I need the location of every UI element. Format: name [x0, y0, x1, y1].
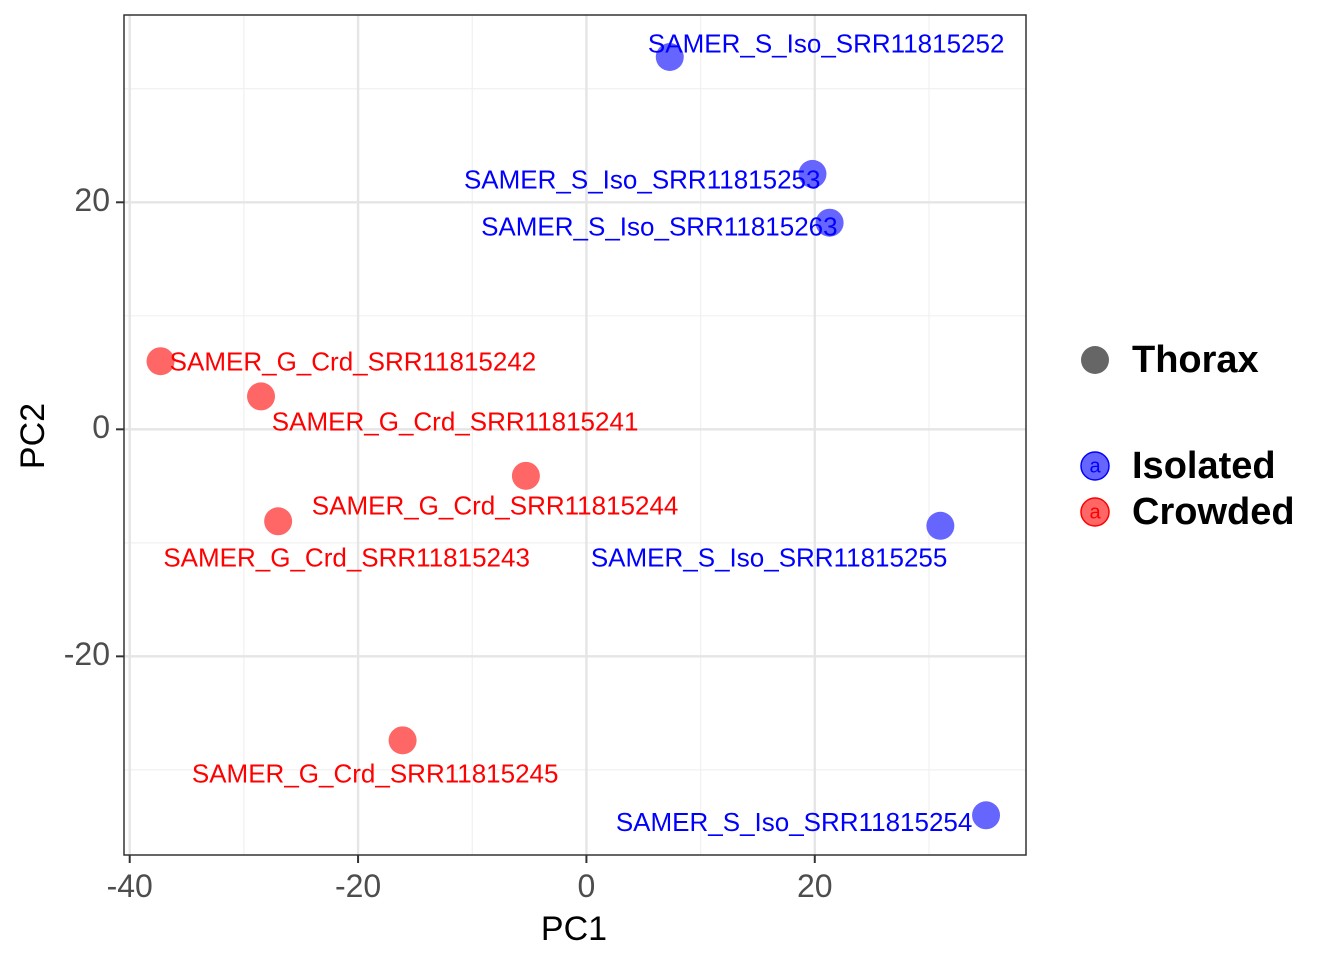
- y-axis-title: PC2: [14, 403, 52, 469]
- y-tick-label: -20: [64, 636, 110, 672]
- data-point: [815, 208, 844, 237]
- x-tick-label: -40: [107, 868, 153, 904]
- legend-color-key: [1080, 451, 1110, 481]
- data-point: [388, 726, 417, 755]
- point-label: SAMER_S_Iso_SRR11815252: [648, 29, 1005, 59]
- data-point: [972, 801, 1001, 830]
- data-point: [926, 511, 955, 540]
- point-label: SAMER_S_Iso_SRR11815253: [464, 165, 821, 195]
- axes: -40 -20 0 20 -20 0 20: [64, 14, 1027, 904]
- data-point: [655, 43, 684, 71]
- point-label: SAMER_G_Crd_SRR11815245: [192, 758, 559, 788]
- legend: Thorax a Isolated a Crowded: [1080, 339, 1295, 533]
- legend-key-letter: a: [1089, 501, 1101, 523]
- point-labels: SAMER_S_Iso_SRR11815252 SAMER_S_Iso_SRR11…: [163, 29, 1004, 838]
- data-point: [798, 159, 827, 188]
- legend-group-label: Crowded: [1132, 491, 1295, 533]
- legend-key-letter: a: [1089, 455, 1101, 477]
- data-point: [146, 347, 175, 376]
- x-tick-label: 0: [578, 868, 596, 904]
- x-axis-title: PC1: [541, 910, 607, 948]
- legend-group-label: Isolated: [1132, 445, 1276, 487]
- point-label: SAMER_G_Crd_SRR11815242: [170, 346, 537, 376]
- data-point: [247, 382, 276, 411]
- y-tick-label: 20: [74, 182, 110, 218]
- plot-panel: [124, 15, 1026, 855]
- data-points: [146, 43, 1001, 830]
- x-tick-label: 20: [797, 868, 833, 904]
- panel-border: [123, 14, 1027, 856]
- point-label: SAMER_S_Iso_SRR11815255: [591, 543, 948, 573]
- point-label: SAMER_S_Iso_SRR11815263: [481, 211, 838, 241]
- point-label: SAMER_G_Crd_SRR11815244: [312, 491, 679, 521]
- data-point: [511, 461, 540, 490]
- legend-shape-key: [1081, 346, 1109, 374]
- data-point: [264, 507, 293, 536]
- point-label: SAMER_S_Iso_SRR11815254: [616, 807, 973, 837]
- legend-color-key: [1080, 497, 1110, 527]
- point-label: SAMER_G_Crd_SRR11815241: [272, 407, 639, 437]
- x-tick-label: -20: [335, 868, 381, 904]
- legend-shape-label: Thorax: [1132, 339, 1259, 381]
- y-tick-label: 0: [92, 409, 110, 445]
- point-label: SAMER_G_Crd_SRR11815243: [163, 543, 530, 573]
